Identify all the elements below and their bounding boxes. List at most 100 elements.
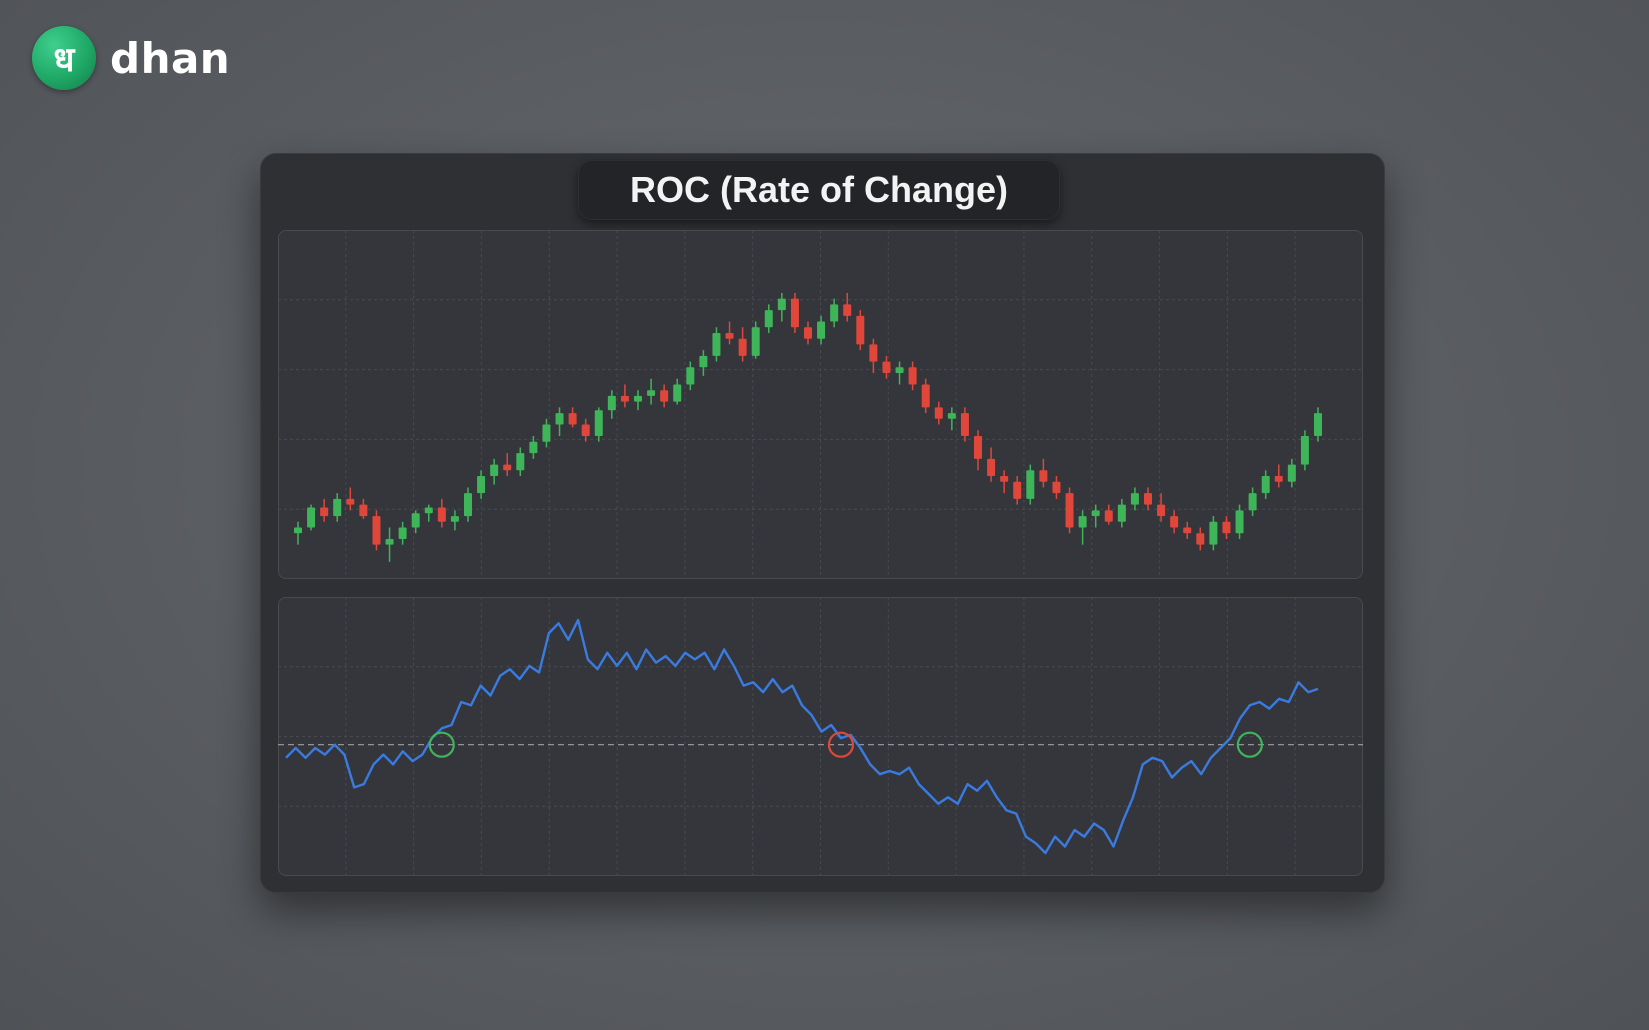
roc-line bbox=[285, 618, 1319, 855]
roc-panel bbox=[278, 597, 1363, 876]
candle-body bbox=[568, 413, 577, 425]
candle-body bbox=[424, 507, 433, 514]
candle-body bbox=[372, 516, 381, 545]
candle-body bbox=[1287, 464, 1296, 482]
candle-body bbox=[699, 355, 708, 368]
candle-body bbox=[1065, 493, 1074, 528]
candle bbox=[777, 292, 786, 322]
candle bbox=[1222, 516, 1231, 539]
candle-body bbox=[1104, 510, 1113, 522]
candle bbox=[960, 407, 969, 442]
candle-body bbox=[934, 407, 943, 419]
candle bbox=[464, 487, 472, 522]
candle bbox=[1104, 504, 1113, 525]
candle bbox=[817, 315, 826, 345]
candle-body bbox=[790, 298, 799, 328]
candle-body bbox=[490, 464, 499, 477]
candle-body bbox=[830, 304, 839, 322]
candle-body bbox=[1314, 413, 1322, 436]
candle-body bbox=[1209, 521, 1218, 545]
candle bbox=[712, 327, 721, 362]
candle bbox=[1117, 498, 1126, 528]
candle bbox=[725, 321, 734, 345]
candle-body bbox=[1052, 481, 1061, 494]
candle bbox=[1183, 521, 1192, 539]
candle-body bbox=[346, 498, 355, 505]
grid bbox=[278, 597, 1363, 876]
candle bbox=[686, 361, 695, 391]
candle-body bbox=[1170, 516, 1179, 528]
candle bbox=[856, 310, 865, 351]
candle-body bbox=[1274, 476, 1283, 482]
candle bbox=[385, 527, 394, 562]
candle bbox=[333, 493, 342, 522]
candle-body bbox=[960, 413, 969, 436]
candle-body bbox=[437, 507, 446, 522]
candle bbox=[568, 407, 577, 428]
candle-body bbox=[1157, 504, 1166, 517]
crossover-up-marker bbox=[428, 731, 455, 758]
candle bbox=[581, 418, 590, 442]
candle bbox=[751, 321, 760, 359]
candle-body bbox=[987, 458, 996, 477]
candle bbox=[1065, 487, 1074, 534]
candle-body bbox=[764, 310, 773, 328]
candle bbox=[1026, 464, 1035, 505]
candle-body bbox=[607, 395, 616, 411]
candle bbox=[1170, 510, 1179, 534]
candle bbox=[503, 453, 512, 477]
candle bbox=[1157, 493, 1166, 522]
candle-body bbox=[895, 367, 904, 374]
candle bbox=[1091, 504, 1100, 528]
candle-body bbox=[634, 395, 642, 402]
candle-body bbox=[1117, 504, 1126, 522]
candle bbox=[529, 435, 538, 459]
candle-body bbox=[320, 507, 329, 517]
candles bbox=[294, 292, 1322, 562]
candle-body bbox=[1183, 527, 1192, 534]
candle bbox=[895, 361, 904, 385]
candle-body bbox=[751, 327, 760, 356]
candle bbox=[320, 498, 329, 522]
candle-body bbox=[359, 504, 368, 517]
candle bbox=[437, 498, 446, 528]
candle bbox=[1287, 458, 1296, 488]
candle bbox=[1209, 516, 1218, 551]
candle bbox=[490, 458, 499, 485]
candle-body bbox=[882, 361, 891, 374]
candle-body bbox=[1144, 493, 1152, 505]
candle bbox=[921, 378, 930, 414]
candle bbox=[1144, 487, 1152, 511]
candle-body bbox=[686, 367, 695, 385]
candle bbox=[804, 321, 812, 345]
candle-body bbox=[307, 507, 316, 528]
candle bbox=[647, 378, 656, 405]
brand-name: dhan bbox=[110, 33, 231, 83]
candle-body bbox=[1248, 493, 1257, 511]
candle-body bbox=[385, 538, 394, 545]
candle bbox=[1196, 527, 1205, 551]
candle-body bbox=[1130, 493, 1139, 505]
candle bbox=[1248, 487, 1257, 517]
brand: ध dhan bbox=[32, 26, 230, 90]
candle-body bbox=[529, 441, 538, 454]
candle-body bbox=[1039, 470, 1048, 482]
dhan-logo-icon[interactable]: ध bbox=[32, 26, 96, 90]
candle-body bbox=[450, 516, 459, 522]
candle bbox=[699, 350, 708, 376]
candle bbox=[372, 510, 381, 551]
candle bbox=[660, 384, 669, 408]
price-panel bbox=[278, 230, 1363, 579]
candle-body bbox=[947, 413, 956, 419]
candle-body bbox=[464, 493, 472, 517]
candle-body bbox=[594, 410, 603, 436]
candle bbox=[1130, 487, 1139, 511]
candle-body bbox=[673, 384, 682, 402]
grid bbox=[278, 230, 1363, 579]
candle bbox=[346, 487, 355, 511]
candle bbox=[790, 292, 799, 333]
candle bbox=[1314, 407, 1322, 442]
candle bbox=[1300, 430, 1309, 471]
candle-body bbox=[1196, 533, 1205, 545]
candle-body bbox=[581, 424, 590, 436]
